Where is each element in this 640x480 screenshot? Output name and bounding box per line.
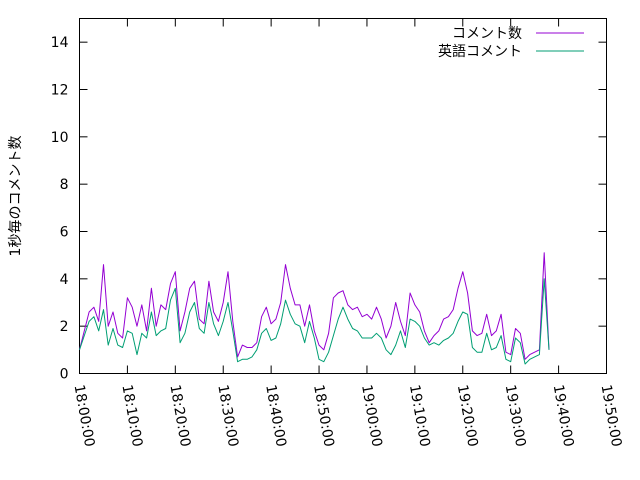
y-tick-label: 12 <box>51 83 69 99</box>
x-tick-label: 18:50:00 <box>310 383 337 448</box>
x-tick-label: 18:20:00 <box>166 383 193 448</box>
x-tick-label: 19:10:00 <box>406 383 433 448</box>
y-tick-label: 14 <box>51 35 69 51</box>
x-tick-label: 18:30:00 <box>214 383 241 448</box>
y-axis-ticks: 0 2 4 6 8 10 12 14 <box>51 35 607 383</box>
x-tick-label: 19:50:00 <box>598 383 625 448</box>
legend-label: 英語コメント <box>438 43 522 60</box>
y-tick-label: 4 <box>60 272 69 288</box>
x-tick-label: 19:00:00 <box>358 383 385 448</box>
x-tick-label: 19:30:00 <box>502 383 529 448</box>
series-line-2 <box>79 278 550 365</box>
y-axis-label: 1秒毎のコメント数 <box>8 136 24 257</box>
y-tick-label: 2 <box>60 319 69 335</box>
x-tick-label: 18:10:00 <box>118 383 145 448</box>
y-tick-label: 6 <box>60 225 69 241</box>
legend-label: コメント数 <box>452 26 522 42</box>
x-tick-label: 19:20:00 <box>454 383 481 448</box>
series-lines <box>79 252 550 365</box>
x-tick-label: 19:40:00 <box>550 383 577 448</box>
x-tick-label: 18:40:00 <box>262 383 289 448</box>
series-line-1 <box>79 252 550 360</box>
y-tick-label: 10 <box>51 130 69 146</box>
x-tick-label: 18:00:00 <box>71 383 98 448</box>
y-tick-label: 0 <box>60 367 69 383</box>
y-tick-label: 8 <box>60 177 69 193</box>
x-axis-ticks: 18:00:00 18:10:00 18:20:00 18:30:00 18:40:00… <box>71 18 625 448</box>
plot-frame <box>79 18 607 374</box>
